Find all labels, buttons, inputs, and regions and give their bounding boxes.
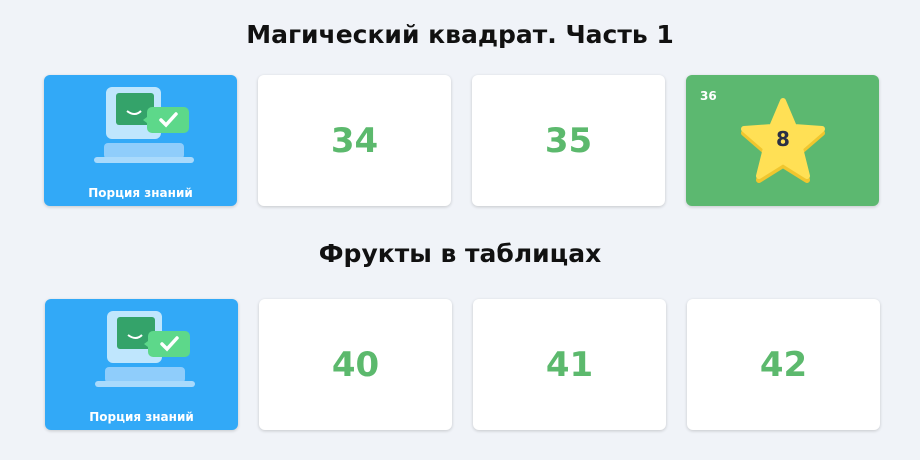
level-number: 35 <box>544 120 593 161</box>
level-card[interactable]: 34 <box>258 75 451 206</box>
knowledge-card[interactable]: Порция знаний <box>45 299 238 430</box>
level-card[interactable]: 35 <box>472 75 665 206</box>
star-count: 8 <box>776 127 790 151</box>
completed-level-card[interactable]: 36 8 <box>686 75 879 206</box>
level-number: 42 <box>759 344 808 385</box>
level-number: 40 <box>331 344 380 385</box>
computer-check-icon <box>94 85 194 165</box>
knowledge-label: Порция знаний <box>89 410 194 424</box>
level-card[interactable]: 42 <box>687 299 880 430</box>
level-number: 36 <box>700 89 717 103</box>
level-card[interactable]: 41 <box>473 299 666 430</box>
star-icon <box>741 98 825 183</box>
computer-check-icon <box>95 309 195 389</box>
level-number: 41 <box>545 344 594 385</box>
knowledge-card[interactable]: Порция знаний <box>44 75 237 206</box>
section-title: Магический квадрат. Часть 1 <box>246 20 674 49</box>
knowledge-label: Порция знаний <box>88 186 193 200</box>
level-card[interactable]: 40 <box>259 299 452 430</box>
level-number: 34 <box>330 120 379 161</box>
section-title: Фрукты в таблицах <box>318 239 602 268</box>
